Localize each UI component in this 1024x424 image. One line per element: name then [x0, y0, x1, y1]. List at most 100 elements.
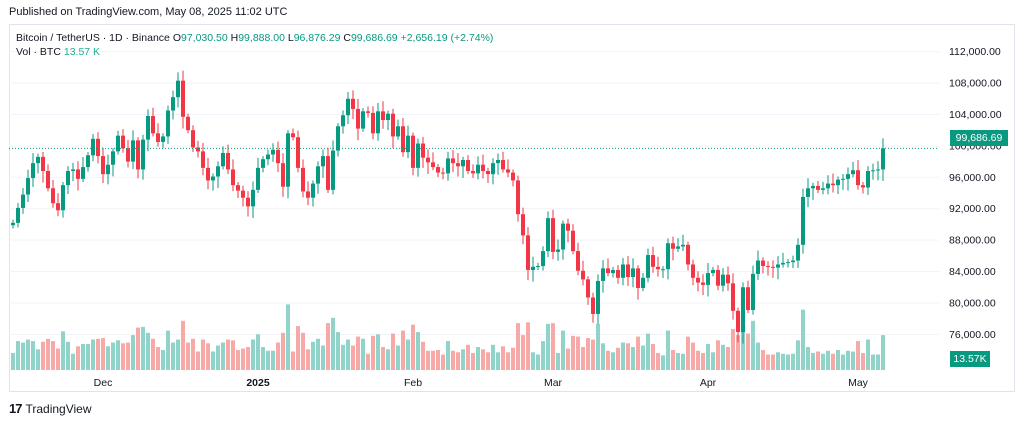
candle-body — [196, 147, 200, 152]
candle-body — [66, 171, 70, 186]
x-tick-label: Apr — [700, 377, 717, 389]
volume-bar — [146, 332, 150, 370]
candle-body — [676, 246, 680, 249]
volume-bar — [646, 333, 650, 370]
candle-body — [386, 113, 390, 120]
candle-body — [846, 174, 850, 179]
volume-bar — [421, 341, 425, 370]
candle-body — [426, 157, 430, 163]
volume-bar — [271, 350, 275, 370]
volume-bar — [251, 339, 255, 370]
volume-bar — [771, 354, 775, 370]
volume-bar — [376, 334, 380, 370]
candle-body — [276, 149, 280, 164]
volume-bar — [726, 347, 730, 370]
volume-bar — [291, 351, 295, 370]
volume-bar — [41, 341, 45, 370]
candle-body — [751, 273, 755, 311]
volume-bar — [691, 342, 695, 370]
candle-body — [546, 218, 550, 252]
candle-body — [61, 185, 65, 211]
candle-body — [616, 269, 620, 278]
candle-body — [696, 277, 700, 283]
candle-body — [776, 264, 780, 268]
candle-body — [186, 116, 190, 131]
volume-bar — [846, 350, 850, 370]
candle-body — [521, 214, 525, 236]
volume-bar — [861, 353, 865, 370]
y-tick-label: 88,000.00 — [949, 235, 996, 247]
volume-bar — [816, 351, 820, 370]
candle-body — [496, 160, 500, 164]
candle-body — [406, 135, 410, 153]
volume-bar — [721, 344, 725, 370]
candle-body — [481, 164, 485, 172]
candle-body — [621, 264, 625, 278]
candle-body — [871, 170, 875, 172]
candle-body — [441, 172, 445, 174]
volume-bar — [541, 341, 545, 370]
candle-body — [316, 166, 320, 184]
candle-body — [261, 159, 265, 168]
volume-bar — [346, 339, 350, 370]
volume-bar — [686, 336, 690, 370]
open-label: O — [172, 32, 181, 44]
candle-body — [246, 197, 250, 207]
volume-bar — [511, 347, 515, 370]
high-label: H — [230, 32, 239, 44]
tradingview-logo[interactable]: 17 TradingView — [9, 401, 92, 416]
candle-body — [131, 140, 135, 162]
candle-body — [96, 138, 100, 157]
candle-body — [861, 185, 865, 188]
volume-bar — [561, 330, 565, 370]
candle-body — [16, 207, 20, 223]
candle-body — [881, 148, 885, 170]
candle-body — [21, 194, 25, 208]
volume-bar — [171, 342, 175, 370]
candle-body — [641, 277, 645, 289]
x-tick-label: Dec — [94, 377, 113, 389]
volume-bar — [571, 335, 575, 370]
candle-body — [251, 189, 255, 207]
candle-body — [706, 273, 710, 285]
candle-body — [626, 264, 630, 278]
candle-body — [206, 167, 210, 181]
volume-bar — [26, 339, 30, 370]
candlestick-chart[interactable]: 112,000.00108,000.00104,000.00100,000.00… — [9, 24, 1015, 392]
volume-bar — [856, 341, 860, 370]
candle-body — [601, 268, 605, 281]
volume-bar — [656, 353, 660, 370]
low-label: L — [287, 32, 294, 44]
volume-bar — [601, 343, 605, 370]
candle-body — [516, 180, 520, 215]
candle-body — [821, 188, 825, 190]
volume-bar — [301, 332, 305, 370]
candle-body — [681, 244, 685, 247]
candle-body — [71, 169, 75, 172]
volume-bar — [821, 353, 825, 370]
volume-bar — [786, 354, 790, 370]
volume-bar — [716, 340, 720, 370]
candle-body — [781, 262, 785, 265]
candle-body — [221, 152, 225, 167]
volume-bar — [191, 338, 195, 370]
volume-bar — [391, 333, 395, 370]
candle-body — [531, 266, 535, 270]
volume-bar — [481, 349, 485, 370]
change-value: +2,656.19 (+2.74%) — [400, 32, 494, 44]
volume-bar — [696, 350, 700, 370]
candle-body — [466, 160, 470, 172]
candle-body — [806, 188, 810, 197]
candle-body — [11, 222, 15, 226]
volume-bar — [71, 353, 75, 370]
volume-bar — [546, 323, 550, 370]
candle-body — [796, 244, 800, 261]
volume-bar — [311, 341, 315, 370]
candle-body — [476, 164, 480, 174]
candle-body — [141, 139, 145, 170]
volume-bar — [431, 350, 435, 370]
candle-body — [651, 255, 655, 267]
candle-body — [561, 223, 565, 250]
candle-body — [136, 140, 140, 170]
volume-bar — [811, 353, 815, 370]
